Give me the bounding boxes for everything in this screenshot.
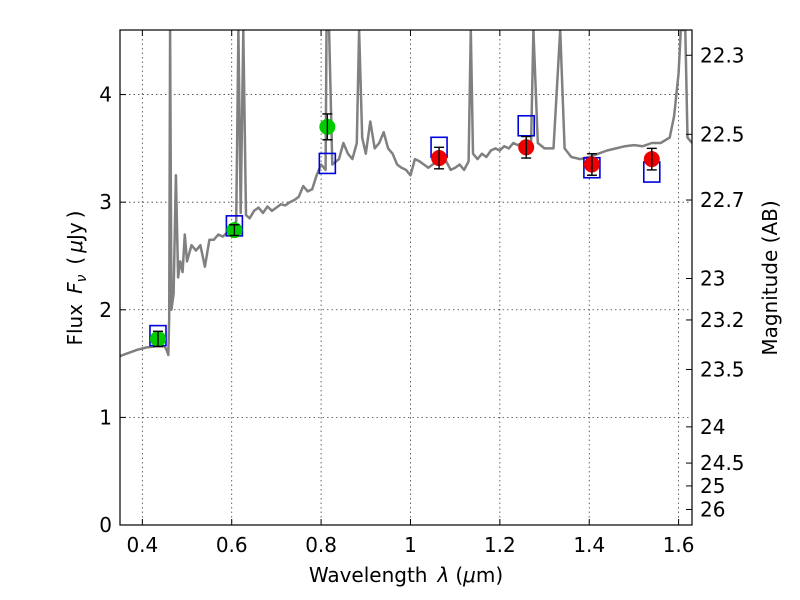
x-tick-label: 0.8	[305, 533, 337, 557]
x-tick-label: 0.4	[126, 533, 158, 557]
plot-frame	[119, 29, 693, 526]
y-axis-label-text: Flux	[63, 304, 87, 346]
x-axis-label: Wavelength λ (μm)	[309, 563, 503, 587]
y-axis-label-symbol: F	[63, 282, 87, 294]
x-axis-label-unit-open: (	[455, 563, 463, 587]
y-tick-label: 3	[99, 190, 112, 214]
y-tick-label: 1	[99, 405, 112, 429]
model-spectrum	[120, 30, 692, 358]
y-axis-label-unit-open: (	[63, 257, 87, 265]
mag-tick-label: 24.5	[700, 451, 745, 475]
y-axis-label-unit-close: )	[63, 210, 87, 218]
mag-tick-label: 23.5	[700, 357, 745, 381]
x-tick-label: 1.6	[663, 533, 695, 557]
grid-lines	[120, 30, 692, 526]
x-axis-label-text: Wavelength	[309, 563, 428, 587]
mag-tick-label: 25	[700, 474, 725, 498]
mag-tick-label: 23.2	[700, 308, 745, 332]
y-axis-label-unit-rest: Jy	[63, 222, 87, 242]
model-square-marker	[517, 114, 536, 137]
y2-axis-label: Magnitude (AB)	[758, 200, 782, 355]
y-tick-label: 4	[99, 83, 112, 107]
mag-tick-label: 22.7	[700, 188, 745, 212]
x-axis-label-unit-mu: μ	[462, 563, 476, 587]
mag-tick-label: 22.3	[700, 43, 745, 67]
mag-tick-label: 26	[700, 497, 725, 521]
y-tick-label: 0	[99, 513, 112, 537]
x-tick-label: 1.4	[573, 533, 605, 557]
spectrum-line	[120, 30, 692, 358]
photometry-points	[149, 113, 661, 348]
x-axis-label-unit-rest: m)	[476, 563, 503, 587]
axes: 0.4 0.6 0.8 1 1.2 1.4 1.60123422.322.522.72323…	[99, 30, 745, 557]
y-tick-label: 2	[99, 298, 112, 322]
x-tick-label: 1.2	[484, 533, 516, 557]
mag-tick-label: 22.5	[700, 122, 745, 146]
y-axis-label-sub: ν	[74, 274, 90, 282]
y-axis-label: Flux Fν ( μJy)	[63, 210, 90, 345]
y-axis-label-unit-mu: μ	[63, 240, 87, 254]
mag-tick-label: 24	[700, 415, 725, 439]
model-square-marker	[318, 152, 337, 175]
x-tick-label: 1	[404, 533, 417, 557]
x-axis-label-symbol: λ	[436, 563, 449, 587]
x-tick-label: 0.6	[216, 533, 248, 557]
mag-tick-label: 23	[700, 266, 725, 290]
